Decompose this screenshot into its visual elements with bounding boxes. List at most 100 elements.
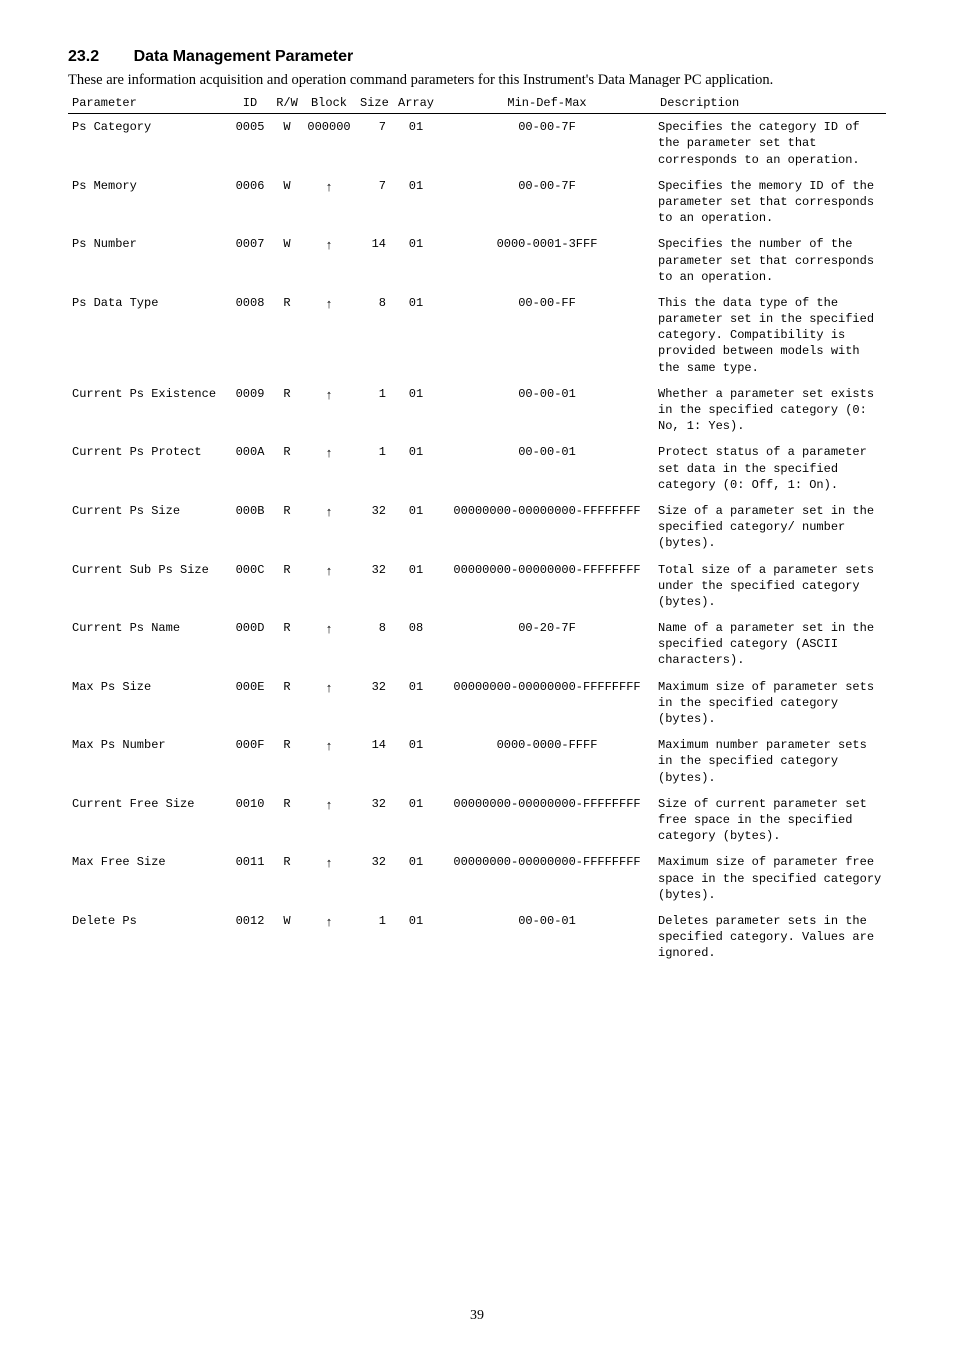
- cell-mdm: 00-00-01: [438, 439, 656, 498]
- cell-mdm: 00-00-FF: [438, 290, 656, 381]
- table-row: Current Sub Ps Size000CR↑320100000000-00…: [68, 557, 886, 616]
- cell-mdm: 00000000-00000000-FFFFFFFF: [438, 557, 656, 616]
- cell-size: 32: [356, 557, 394, 616]
- ditto-arrow-icon: ↑: [326, 178, 333, 196]
- cell-id: 0010: [228, 791, 272, 850]
- page-number: 39: [0, 1308, 954, 1324]
- cell-block: ↑: [302, 615, 356, 674]
- cell-desc: Size of current parameter set free space…: [656, 791, 886, 850]
- cell-id: 000D: [228, 615, 272, 674]
- cell-size: 14: [356, 732, 394, 791]
- col-desc: Description: [656, 93, 886, 114]
- cell-mdm: 00-00-7F: [438, 114, 656, 173]
- cell-parameter: Current Sub Ps Size: [68, 557, 228, 616]
- ditto-arrow-icon: ↑: [326, 854, 333, 872]
- cell-size: 1: [356, 381, 394, 440]
- table-header-row: Parameter ID R/W Block Size Array Min-De…: [68, 93, 886, 114]
- cell-desc: Protect status of a parameter set data i…: [656, 439, 886, 498]
- cell-block: 000000: [302, 114, 356, 173]
- cell-id: 0011: [228, 849, 272, 908]
- ditto-arrow-icon: ↑: [326, 679, 333, 697]
- table-row: Current Free Size0010R↑320100000000-0000…: [68, 791, 886, 850]
- section-title: Data Management Parameter: [134, 48, 354, 65]
- ditto-arrow-icon: ↑: [326, 796, 333, 814]
- cell-id: 000C: [228, 557, 272, 616]
- ditto-arrow-icon: ↑: [326, 386, 333, 404]
- cell-array: 01: [394, 290, 438, 381]
- cell-rw: R: [272, 290, 302, 381]
- cell-array: 01: [394, 849, 438, 908]
- cell-parameter: Delete Ps: [68, 908, 228, 967]
- cell-mdm: 00000000-00000000-FFFFFFFF: [438, 674, 656, 733]
- ditto-arrow-icon: ↑: [326, 503, 333, 521]
- table-row: Current Ps Existence0009R↑10100-00-01Whe…: [68, 381, 886, 440]
- cell-rw: R: [272, 615, 302, 674]
- cell-block: ↑: [302, 381, 356, 440]
- ditto-arrow-icon: ↑: [326, 236, 333, 254]
- cell-rw: W: [272, 114, 302, 173]
- cell-rw: R: [272, 381, 302, 440]
- cell-rw: R: [272, 439, 302, 498]
- cell-array: 01: [394, 498, 438, 557]
- cell-block: ↑: [302, 908, 356, 967]
- table-row: Delete Ps0012W↑10100-00-01Deletes parame…: [68, 908, 886, 967]
- cell-size: 1: [356, 439, 394, 498]
- cell-id: 000E: [228, 674, 272, 733]
- cell-size: 7: [356, 173, 394, 232]
- cell-rw: W: [272, 908, 302, 967]
- table-row: Ps Data Type0008R↑80100-00-FFThis the da…: [68, 290, 886, 381]
- ditto-arrow-icon: ↑: [326, 737, 333, 755]
- ditto-arrow-icon: ↑: [326, 295, 333, 313]
- cell-desc: Size of a parameter set in the specified…: [656, 498, 886, 557]
- cell-block: ↑: [302, 231, 356, 290]
- cell-rw: R: [272, 849, 302, 908]
- page: 23.2 Data Management Parameter These are…: [0, 0, 954, 1350]
- cell-rw: R: [272, 557, 302, 616]
- cell-array: 01: [394, 674, 438, 733]
- cell-rw: R: [272, 732, 302, 791]
- cell-parameter: Ps Memory: [68, 173, 228, 232]
- cell-mdm: 00000000-00000000-FFFFFFFF: [438, 849, 656, 908]
- cell-block: ↑: [302, 439, 356, 498]
- cell-block: ↑: [302, 290, 356, 381]
- table-row: Max Ps Size000ER↑320100000000-00000000-F…: [68, 674, 886, 733]
- cell-parameter: Max Free Size: [68, 849, 228, 908]
- table-row: Max Free Size0011R ↑ 320100000000-00000000…: [68, 849, 886, 908]
- section-heading: 23.2 Data Management Parameter: [68, 48, 886, 66]
- cell-id: 0005: [228, 114, 272, 173]
- cell-id: 0012: [228, 908, 272, 967]
- cell-id: 0006: [228, 173, 272, 232]
- col-array: Array: [394, 93, 438, 114]
- cell-array: 01: [394, 791, 438, 850]
- table-row: Current Ps Size000BR↑320100000000-000000…: [68, 498, 886, 557]
- cell-size: 7: [356, 114, 394, 173]
- table-row: Ps Category0005W00000070100-00-7FSpecifi…: [68, 114, 886, 173]
- table-row: Current Ps Name000DR↑80800-20-7FName of …: [68, 615, 886, 674]
- section-number: 23.2: [68, 48, 99, 66]
- cell-rw: R: [272, 498, 302, 557]
- col-size: Size: [356, 93, 394, 114]
- cell-parameter: Current Ps Existence: [68, 381, 228, 440]
- ditto-arrow-icon: ↑: [326, 620, 333, 638]
- cell-array: 01: [394, 114, 438, 173]
- cell-desc: Maximum number parameter sets in the spe…: [656, 732, 886, 791]
- cell-mdm: 00-00-01: [438, 908, 656, 967]
- cell-id: 0007: [228, 231, 272, 290]
- cell-desc: Total size of a parameter sets under the…: [656, 557, 886, 616]
- cell-rw: R: [272, 791, 302, 850]
- cell-array: 01: [394, 439, 438, 498]
- cell-parameter: Ps Data Type: [68, 290, 228, 381]
- cell-block: ↑: [302, 674, 356, 733]
- ditto-arrow-icon: ↑: [326, 913, 333, 931]
- ditto-arrow-icon: ↑: [326, 562, 333, 580]
- cell-mdm: 00-20-7F: [438, 615, 656, 674]
- cell-mdm: 0000-0001-3FFF: [438, 231, 656, 290]
- cell-block: ↑: [302, 732, 356, 791]
- cell-block: ↑: [302, 557, 356, 616]
- cell-size: 32: [356, 849, 394, 908]
- cell-array: 01: [394, 173, 438, 232]
- cell-id: 0009: [228, 381, 272, 440]
- parameter-table: Parameter ID R/W Block Size Array Min-De…: [68, 93, 886, 966]
- cell-desc: Name of a parameter set in the specified…: [656, 615, 886, 674]
- cell-id: 0008: [228, 290, 272, 381]
